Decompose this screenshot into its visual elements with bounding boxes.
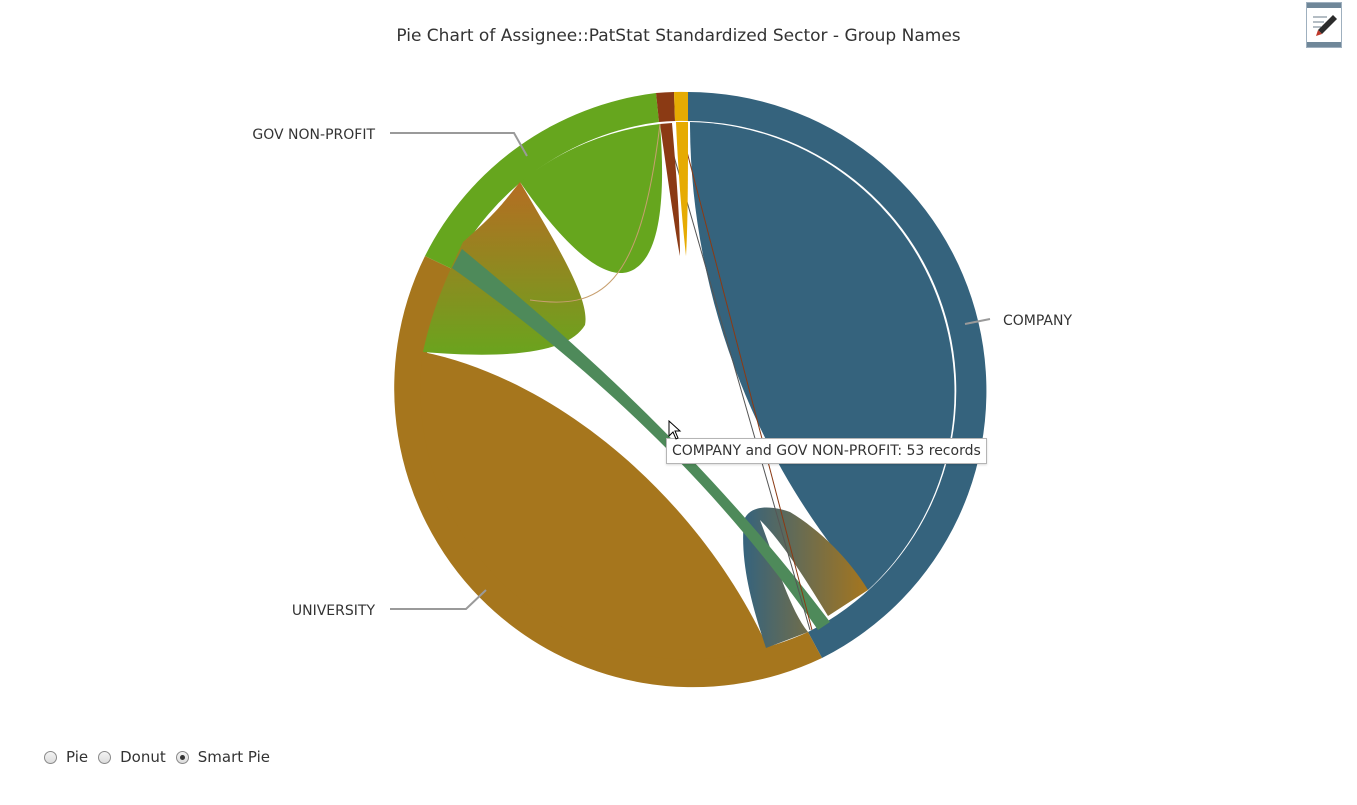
radio-smart-pie-dot[interactable] [175,750,189,764]
chord-university-self[interactable] [420,352,768,660]
chord-tooltip: COMPANY and GOV NON-PROFIT: 53 records [666,438,987,464]
ring-segment-small-1[interactable] [656,92,675,122]
radio-pie[interactable]: Pie [44,748,88,766]
radio-pie-dot[interactable] [44,750,57,764]
radio-donut-dot[interactable] [98,750,112,764]
chart-type-selector: Pie Donut Smart Pie [44,748,280,766]
chord-thin-2 [679,124,813,631]
leader-line-gov-non-profit [390,132,528,157]
chord-university-gov-non-profit[interactable] [423,182,586,355]
ring-segment-small-2[interactable] [674,91,688,121]
ring-segment-gov-non-profit[interactable] [425,93,659,269]
radio-donut[interactable]: Donut [98,748,166,766]
chord-company-university[interactable] [743,507,868,648]
edit-chart-button[interactable] [1306,2,1342,48]
leader-line-university [390,589,487,610]
ring-segment-company[interactable] [688,92,987,658]
mouse-cursor-icon [668,420,682,440]
radio-donut-label: Donut [120,748,166,766]
chord-small-1-self [660,123,680,256]
leader-line-company [964,318,991,325]
slice-label-company: COMPANY [1003,313,1072,329]
chord-company-self[interactable] [690,122,955,590]
radio-smart-pie[interactable]: Smart Pie [175,748,271,766]
slice-label-gov-non-profit: GOV NON-PROFIT [252,127,375,143]
chord-small-2-self [676,122,688,256]
chord-thin-1 [664,124,811,631]
chart-title: Pie Chart of Assignee::PatStat Standardi… [396,26,961,46]
radio-smart-pie-label: Smart Pie [197,748,271,766]
slice-label-university: UNIVERSITY [292,603,376,619]
radio-pie-label: Pie [66,748,89,766]
chord-thin-arc [529,123,661,303]
chord-company-gov-non-profit[interactable] [452,249,830,630]
chord-gov-non-profit-self[interactable] [520,124,663,274]
edit-pencil-icon [1307,3,1341,47]
